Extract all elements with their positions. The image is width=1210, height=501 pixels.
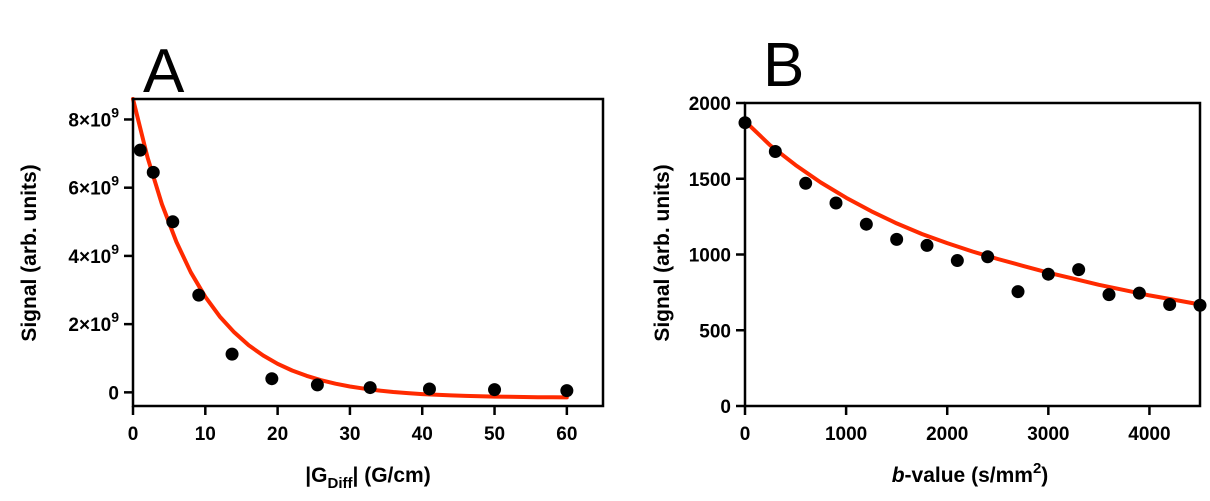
panel-a-y-tick-label: 0 <box>108 383 119 404</box>
panel-a-x-tick-label: 30 <box>339 424 360 445</box>
panel-b-xlabel-ital: b <box>892 464 905 487</box>
panel-a-x-tick-label: 20 <box>267 424 288 445</box>
panel-a-y-axis-label: Signal (arb. units) <box>18 164 41 341</box>
panel-a: A 0 10 20 30 40 50 60 0 2×109 4×109 6×109 8×109 |GD… <box>18 37 605 492</box>
panel-a-data-point <box>310 378 324 392</box>
panel-a-xlabel-sub: Diff <box>328 475 354 492</box>
panel-a-points <box>133 143 574 398</box>
panel-a-x-tick-label: 60 <box>556 424 577 445</box>
panel-a-data-point <box>265 372 279 386</box>
panel-b-data-point <box>829 196 843 210</box>
panel-b-xlabel-rest: -value (s/mm <box>905 464 1033 487</box>
panel-a-data-point <box>166 215 180 229</box>
panel-b-y-axis-label: Signal (arb. units) <box>651 164 674 341</box>
panel-a-data-point <box>146 165 160 179</box>
panel-b-data-point <box>1132 286 1146 300</box>
panel-b-data-point <box>1041 267 1055 281</box>
panel-a-x-tick-label: 0 <box>128 424 139 445</box>
panel-b-x-tick-label: 0 <box>740 424 751 445</box>
panel-a-data-point <box>192 288 206 302</box>
panel-b-x-tick-label: 4000 <box>1128 424 1170 445</box>
panel-b-data-point <box>799 176 813 190</box>
panel-b-points <box>738 116 1207 312</box>
panel-a-data-point <box>363 381 377 395</box>
panel-a-x-tick-label: 40 <box>412 424 433 445</box>
panel-a-letter: A <box>143 37 185 106</box>
panel-b-y-tick-label: 500 <box>699 321 731 342</box>
panel-b-data-point <box>768 144 782 158</box>
panel-a-y-tick-label: 4×109 <box>68 241 119 268</box>
panel-a-x-tick-label: 50 <box>484 424 505 445</box>
panel-b-y-tick-label: 1500 <box>689 170 731 191</box>
panel-b-fit-curve <box>743 119 1202 307</box>
panel-b-data-point <box>920 238 934 252</box>
panel-a-fit-curve <box>131 97 569 400</box>
panel-a-data-point <box>225 347 239 361</box>
panel-b-data-point <box>1102 288 1116 302</box>
panel-b-letter: B <box>763 31 804 100</box>
panel-a-data-point <box>560 384 574 398</box>
panel-b-data-point <box>859 217 873 231</box>
panel-b-x-tick-label: 3000 <box>1027 424 1069 445</box>
panel-b-x-axis-label: b-value (s/mm2) <box>892 460 1049 487</box>
panel-a-data-point <box>422 382 436 396</box>
panel-b-xlabel-close: ) <box>1041 464 1048 487</box>
panel-a-x-axis-label: |GDiff| (G/cm) <box>305 464 430 492</box>
panel-b: B 0 1000 2000 3000 4000 0 500 1000 1500 2000 b-va… <box>651 31 1207 487</box>
panel-b-data-point <box>950 254 964 268</box>
panel-b-y-tick-label: 2000 <box>689 94 731 115</box>
panel-a-fit <box>131 97 569 400</box>
panel-a-data-point <box>133 143 147 157</box>
panel-b-data-point <box>981 250 995 264</box>
panel-b-x-tick-label: 2000 <box>926 424 968 445</box>
panel-b-y-tick-label: 0 <box>720 397 731 418</box>
panel-b-data-point <box>1011 285 1025 299</box>
panel-b-ticks: 0 1000 2000 3000 4000 0 500 1000 1500 2000 <box>689 94 1171 445</box>
panel-b-data-point <box>890 232 904 246</box>
panel-b-xlabel-sup: 2 <box>1033 460 1041 477</box>
panel-a-ticks: 0 10 20 30 40 50 60 0 2×109 4×109 6×109 8×109 <box>68 104 577 445</box>
panel-a-xlabel-pre: |G <box>305 464 327 487</box>
panel-a-frame <box>131 97 605 408</box>
panel-a-y-tick-label: 8×109 <box>68 104 119 131</box>
panel-a-xlabel-post: | (G/cm) <box>353 464 431 487</box>
panel-b-fit <box>743 119 1202 307</box>
panel-b-x-tick-label: 1000 <box>825 424 867 445</box>
panel-a-x-tick-label: 10 <box>195 424 216 445</box>
panel-a-y-tick-label: 6×109 <box>68 173 119 200</box>
panel-a-data-point <box>488 383 502 397</box>
panel-b-data-point <box>1163 297 1177 311</box>
panel-a-y-tick-label: 2×109 <box>68 309 119 336</box>
panel-b-data-point <box>1072 263 1086 277</box>
panel-b-frame <box>743 101 1202 408</box>
panel-b-y-tick-label: 1000 <box>689 246 731 267</box>
